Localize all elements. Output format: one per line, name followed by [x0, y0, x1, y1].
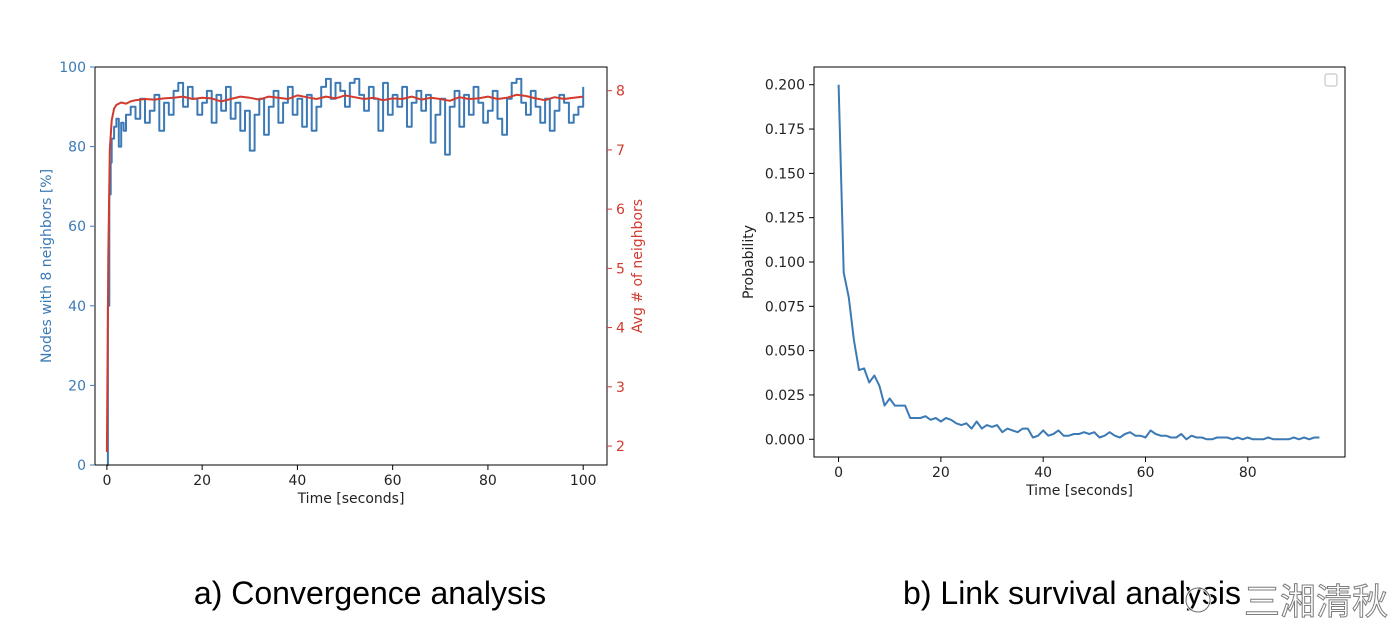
y-tick-label: 0.200 — [765, 78, 805, 94]
x-tick-label: 0 — [834, 465, 843, 481]
y-tick-label: 0.100 — [765, 255, 805, 271]
y2-tick-label: 2 — [616, 439, 625, 455]
y2-tick-label: 7 — [616, 143, 625, 159]
caption-a: a) Convergence analysis — [194, 575, 546, 611]
series-line-1 — [105, 93, 584, 453]
caption-b: b) Link survival analysis — [903, 575, 1241, 611]
x-tick-label: 60 — [384, 473, 402, 489]
y-tick-label: 60 — [68, 219, 86, 235]
y-tick-label: 100 — [59, 60, 86, 76]
x-tick-label: 40 — [289, 473, 307, 489]
y2-tick-label: 6 — [616, 202, 625, 218]
series-line-0 — [837, 84, 1320, 441]
y-tick-label: 40 — [68, 299, 86, 315]
y2-tick-label: 5 — [616, 261, 625, 277]
y-tick-label: 0.150 — [765, 166, 805, 182]
watermark-text: 三湘清秋 — [1244, 582, 1388, 623]
y-axis-label: Probability — [741, 225, 757, 299]
x-tick-label: 0 — [102, 473, 111, 489]
watermark: 三湘清秋 — [1184, 582, 1389, 624]
y-tick-label: 0.125 — [765, 211, 805, 227]
y2-tick-label: 3 — [616, 380, 625, 396]
x-tick-label: 20 — [193, 473, 211, 489]
x-axis-label: Time [seconds] — [1025, 483, 1133, 499]
plot-frame — [813, 66, 1346, 458]
y2-tick-label: 4 — [616, 321, 625, 337]
x-tick-label: 60 — [1137, 465, 1155, 481]
x-tick-label: 100 — [570, 473, 597, 489]
y-tick-label: 0.075 — [765, 299, 805, 315]
x-axis-label: Time [seconds] — [297, 491, 405, 507]
link-survival-chart: 0 20 40 60 80 0.000 0.025 0.050 0.075 0.100 0.125 0… — [741, 66, 1346, 499]
convergence-chart: 0 20 40 60 80 100 0 20 40 60 80 100 2 3 4 5 6 7 8 Time [sec… — [39, 60, 646, 507]
x-tick-label: 40 — [1034, 465, 1052, 481]
x-tick-label: 20 — [932, 465, 950, 481]
y-axis-label: Nodes with 8 neighbors [%] — [39, 169, 55, 363]
y-tick-label: 0.000 — [765, 432, 805, 448]
y2-tick-label: 8 — [616, 84, 625, 100]
y2-axis-label: Avg # of neighbors — [630, 199, 646, 333]
watermark-logo-icon-outline — [1185, 587, 1211, 613]
x-tick-label: 80 — [1239, 465, 1257, 481]
y-tick-label: 20 — [68, 378, 86, 394]
legend-box — [1324, 73, 1338, 87]
y-tick-label: 0.025 — [765, 388, 805, 404]
plot-frame — [94, 66, 608, 466]
y-tick-label: 0 — [77, 458, 86, 474]
x-tick-label: 80 — [479, 473, 497, 489]
series-line-0 — [106, 77, 585, 466]
y-tick-label: 0.050 — [765, 344, 805, 360]
y-tick-label: 80 — [68, 140, 86, 156]
y-tick-label: 0.175 — [765, 122, 805, 138]
